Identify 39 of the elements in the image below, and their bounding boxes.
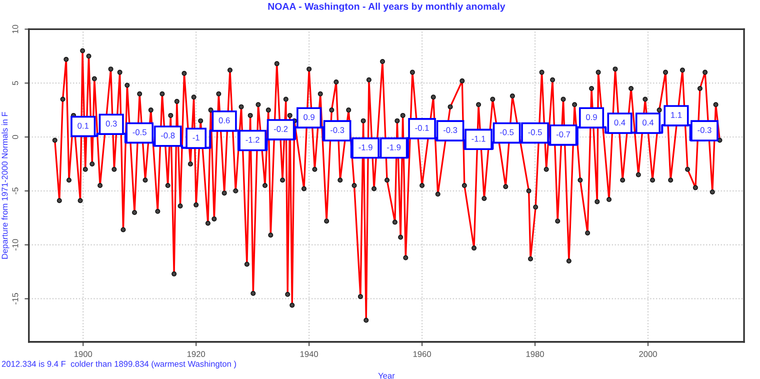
x-tick-label: 1960	[413, 351, 431, 358]
y-tick-label: 5	[12, 81, 18, 86]
data-label: -0.3	[443, 127, 458, 134]
y-axis-title: Departure from 1971-2000 Normals in F	[2, 112, 10, 259]
data-label: 0.6	[218, 117, 230, 124]
data-label: -1.9	[386, 144, 401, 150]
data-label: -0.1	[415, 124, 429, 131]
data-label: -1.1	[472, 136, 486, 142]
data-label: 0.3	[106, 120, 117, 127]
data-label: 0.1	[78, 122, 88, 129]
y-tick-label: 0	[12, 135, 18, 139]
data-label: -1.2	[246, 136, 260, 143]
x-tick-label: 1920	[187, 351, 206, 358]
data-label: -0.3	[698, 127, 712, 134]
data-label: -0.8	[161, 132, 175, 138]
y-tick-label: -10	[12, 239, 18, 250]
data-label: 0.4	[642, 120, 654, 126]
y-tick-label: -5	[12, 188, 18, 194]
data-label: -0.3	[330, 127, 344, 134]
x-tick-label: 1940	[300, 351, 318, 358]
data-label: -0.7	[556, 131, 570, 138]
data-label: -0.2	[274, 126, 288, 132]
data-label: 0.4	[614, 120, 626, 126]
x-tick-label: 2000	[639, 351, 657, 358]
text: 2012.334 is 9.4 F colder than 1899.834 (warmest Washington )	[2, 360, 236, 368]
x-axis-title: Year	[378, 372, 395, 379]
data-label: -0.5	[500, 129, 514, 136]
data-label: 0.9	[304, 114, 314, 120]
x-tick-label: 1980	[526, 351, 544, 358]
x-tick-label: 1900	[74, 351, 92, 358]
data-label: -0.5	[132, 129, 146, 136]
data-label: -1.9	[358, 144, 372, 150]
data-label: 1.1	[671, 112, 682, 118]
y-tick-label: 10	[12, 24, 18, 34]
data-label: 0.9	[586, 114, 597, 120]
chart-title: NOAA - Washington - All years by monthly anomaly	[268, 2, 506, 12]
data-label: -0.5	[528, 129, 542, 136]
y-tick-label: -15	[12, 293, 18, 304]
data-label: -1	[192, 134, 200, 140]
